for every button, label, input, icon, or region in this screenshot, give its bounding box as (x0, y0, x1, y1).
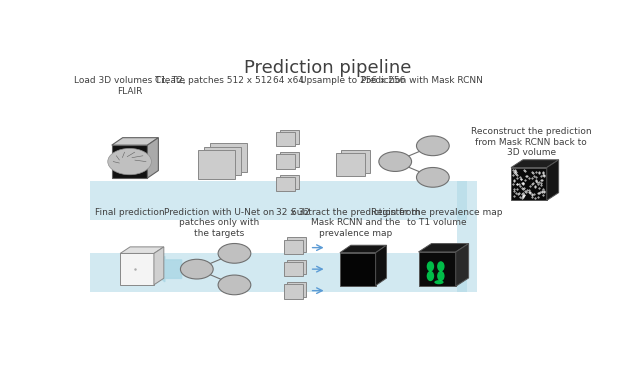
Polygon shape (419, 252, 456, 286)
Ellipse shape (437, 261, 445, 272)
Bar (204, 147, 241, 175)
Bar (90, 181, 467, 220)
Text: Upsample to 256 x 256: Upsample to 256 x 256 (300, 76, 406, 85)
Ellipse shape (427, 261, 434, 272)
Circle shape (218, 275, 251, 295)
Bar (280, 175, 299, 189)
Bar (457, 181, 477, 291)
Text: Load 3D volumes T1, T2,
FLAIR: Load 3D volumes T1, T2, FLAIR (74, 76, 186, 96)
Ellipse shape (427, 271, 434, 281)
Circle shape (417, 168, 449, 187)
Circle shape (218, 244, 251, 263)
Text: Final prediction: Final prediction (95, 208, 164, 217)
Bar (276, 177, 295, 191)
Polygon shape (376, 245, 387, 286)
Bar (276, 132, 295, 146)
Circle shape (180, 259, 213, 279)
Text: Reconstruct the prediction
from Mask RCNN back to
3D volume: Reconstruct the prediction from Mask RCN… (471, 127, 591, 157)
Polygon shape (511, 168, 547, 201)
Text: Prediction with U-Net on
patches only with
the targets: Prediction with U-Net on patches only wi… (164, 208, 274, 238)
Text: 64 x64: 64 x64 (273, 76, 304, 85)
Bar (287, 260, 306, 274)
Bar (210, 143, 247, 171)
Text: Prediction with Mask RCNN: Prediction with Mask RCNN (362, 76, 483, 85)
Bar (198, 151, 235, 179)
Polygon shape (340, 245, 387, 253)
Polygon shape (456, 244, 468, 286)
Polygon shape (340, 253, 376, 286)
Bar (280, 130, 299, 144)
Polygon shape (120, 253, 154, 285)
Text: Subtract the prediction from
Mask RCNN and the
prevalence map: Subtract the prediction from Mask RCNN a… (291, 208, 420, 238)
Ellipse shape (437, 271, 445, 281)
Ellipse shape (435, 280, 444, 284)
Polygon shape (419, 244, 468, 252)
Bar (284, 284, 303, 299)
Polygon shape (147, 138, 158, 178)
Text: Create patches 512 x 512: Create patches 512 x 512 (156, 76, 273, 85)
Text: Prediction pipeline: Prediction pipeline (244, 59, 412, 76)
Polygon shape (120, 247, 164, 253)
Bar (284, 262, 303, 276)
Bar (341, 151, 370, 173)
Bar (280, 152, 299, 167)
Circle shape (108, 149, 152, 175)
Bar (90, 253, 467, 291)
Bar (276, 154, 295, 169)
Bar (287, 282, 306, 296)
Bar (284, 239, 303, 254)
Polygon shape (112, 145, 147, 178)
FancyArrow shape (151, 256, 182, 282)
Polygon shape (112, 138, 158, 145)
Bar (336, 153, 365, 176)
Text: 32 x 32: 32 x 32 (276, 208, 310, 217)
Circle shape (417, 136, 449, 156)
Circle shape (379, 152, 412, 171)
Polygon shape (511, 160, 559, 168)
Text: Register the prevalence map
to T1 volume: Register the prevalence map to T1 volume (371, 208, 503, 227)
Polygon shape (547, 160, 559, 201)
Polygon shape (154, 247, 164, 285)
Bar (287, 237, 306, 252)
